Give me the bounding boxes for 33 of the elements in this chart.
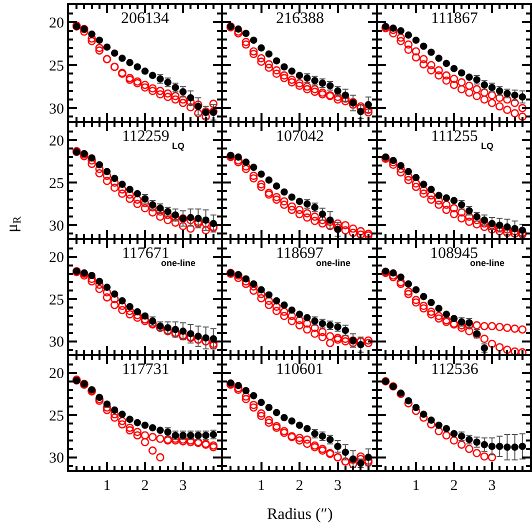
chart-title: 112259 xyxy=(122,128,170,145)
y-tick-label: 30 xyxy=(49,450,64,467)
chart-title: 117731 xyxy=(122,361,170,378)
y-tick-label: 30 xyxy=(49,101,64,118)
y-tick-label: 25 xyxy=(49,58,64,74)
y-tick-label: 20 xyxy=(49,133,64,150)
y-tick-label: 30 xyxy=(49,334,64,351)
chart-title: 206134 xyxy=(121,10,169,27)
y-tick-label: 25 xyxy=(49,176,64,192)
x-tick-label: 2 xyxy=(450,478,458,494)
x-tick-label: 3 xyxy=(334,478,342,494)
x-tick-label: 1 xyxy=(258,478,265,494)
chart-title: 107042 xyxy=(276,128,324,145)
chart-title: 112536 xyxy=(431,361,478,378)
chart-title: 110601 xyxy=(276,361,324,378)
x-tick-label: 2 xyxy=(141,478,149,494)
x-tick-label: 3 xyxy=(488,478,496,494)
annotation: LQ xyxy=(481,141,494,151)
chart-title: 216388 xyxy=(276,10,324,27)
y-tick-label: 20 xyxy=(49,15,64,32)
y-tick-label: 25 xyxy=(49,292,64,308)
y-tick-label: 25 xyxy=(49,408,64,424)
chart-title: 111255 xyxy=(431,128,478,145)
y-tick-label: 20 xyxy=(49,250,64,266)
x-tick-label: 1 xyxy=(412,478,420,494)
x-axis-title: Radius (″) xyxy=(267,506,333,523)
chart-title: 111867 xyxy=(431,10,478,27)
annotation: LQ xyxy=(172,141,184,151)
x-tick-label: 3 xyxy=(179,478,187,494)
y-tick-label: 20 xyxy=(49,366,64,382)
y-tick-label: 30 xyxy=(49,218,64,234)
x-tick-label: 1 xyxy=(103,478,111,494)
x-tick-label: 2 xyxy=(296,478,304,494)
